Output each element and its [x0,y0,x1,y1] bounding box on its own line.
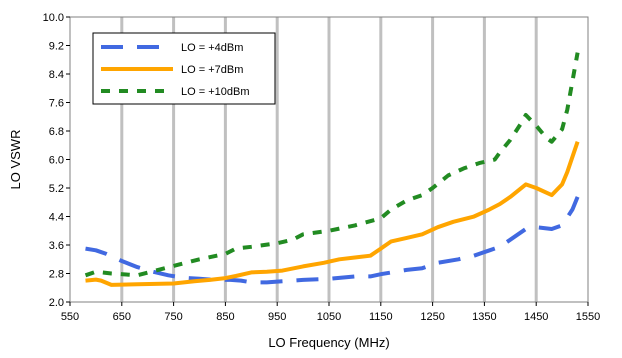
series-line-1 [85,196,580,285]
x-axis-ticks: 550 650 750 850 950 1050 1150 1250 1350 1450 1550 [61,302,600,323]
series-line-2 [85,141,580,287]
y-tick-label: 8.4 [49,69,64,81]
x-tick-label: 1550 [576,311,600,323]
x-tick-label: 550 [61,311,79,323]
y-tick-label: 2.8 [49,269,64,281]
y-axis-label: LO VSWR [8,130,23,190]
x-tick-label: 1450 [524,311,548,323]
y-tick-label: 10.0 [43,12,64,24]
x-tick-label: 1250 [420,311,444,323]
series-line-3 [84,52,580,278]
x-tick-label: 1050 [317,311,341,323]
x-tick-label: 1150 [369,311,393,323]
y-tick-label: 6.8 [49,126,64,138]
x-tick-label: 1350 [472,311,496,323]
x-tick-label: 750 [164,311,182,323]
y-tick-label: 2.0 [49,297,64,309]
y-tick-label: 7.6 [49,98,64,110]
legend-label: LO = +10dBm [181,86,250,98]
y-tick-label: 6.0 [49,155,64,167]
y-tick-label: 4.4 [49,212,64,224]
legend: LO = +4dBm LO = +7dBm LO = +10dBm [92,32,276,105]
legend-label: LO = +7dBm [181,64,243,76]
y-tick-label: 9.2 [49,41,64,53]
y-axis-ticks: 2.0 2.8 3.6 4.4 5.2 6.0 6.8 7.6 8.4 9.2 10.0 [43,12,70,309]
x-tick-label: 650 [113,311,131,323]
y-tick-label: 5.2 [49,183,64,195]
y-tick-label: 3.6 [49,240,64,252]
legend-label: LO = +4dBm [181,42,243,54]
x-tick-label: 950 [268,311,286,323]
series-lines [84,52,580,287]
x-axis-label: LO Frequency (MHz) [268,335,389,350]
x-tick-label: 850 [216,311,234,323]
